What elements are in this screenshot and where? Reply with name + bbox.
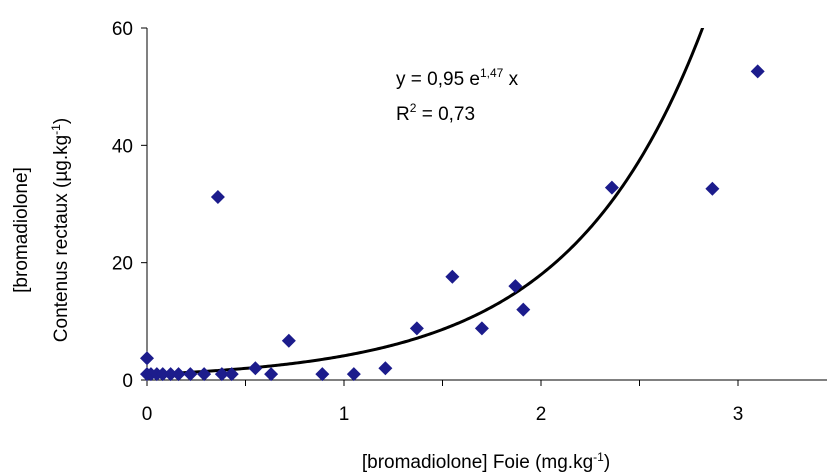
x-tick-label: 1 — [339, 404, 350, 425]
data-point — [378, 361, 393, 376]
y-tick-label: 60 — [112, 19, 133, 40]
data-point — [516, 302, 531, 317]
data-point — [214, 367, 229, 382]
y-axis-title-line1: [bromadiolone] — [11, 167, 32, 293]
y-axis-title-line2: Contenus rectaux (µg.kg-1) — [49, 118, 72, 342]
data-point — [210, 189, 225, 204]
data-point — [508, 279, 523, 294]
data-point — [155, 367, 170, 382]
trendline — [147, 28, 705, 376]
trendline-equation: y = 0,95 e1,47 x — [396, 66, 519, 90]
data-point — [604, 180, 619, 195]
plot-area: 0 20 40 60 0 1 2 3 — [112, 19, 827, 425]
data-point — [171, 367, 186, 382]
data-point — [264, 367, 279, 382]
data-point — [163, 367, 178, 382]
data-point — [197, 367, 212, 382]
data-point — [140, 351, 154, 366]
data-point — [315, 367, 330, 382]
y-tick-label: 20 — [112, 254, 133, 275]
data-point — [705, 181, 720, 196]
data-point — [445, 269, 460, 284]
r-squared-label: R2 = 0,73 — [396, 101, 475, 125]
data-point — [248, 361, 263, 376]
y-tick-label: 40 — [112, 136, 133, 157]
data-point — [281, 333, 296, 348]
data-point — [474, 321, 489, 336]
data-point — [224, 367, 239, 382]
data-point — [183, 367, 198, 382]
y-axis-title: [bromadiolone] Contenus rectaux (µg.kg-1… — [11, 118, 72, 342]
y-tick-label: 0 — [122, 371, 133, 392]
data-point — [750, 64, 765, 79]
x-tick-label: 0 — [142, 404, 153, 425]
x-axis-title: [bromadiolone] Foie (mg.kg-1) — [362, 450, 610, 473]
data-point — [409, 321, 424, 336]
x-tick-label: 3 — [733, 404, 744, 425]
x-tick-label: 2 — [536, 404, 547, 425]
data-point — [346, 367, 361, 382]
